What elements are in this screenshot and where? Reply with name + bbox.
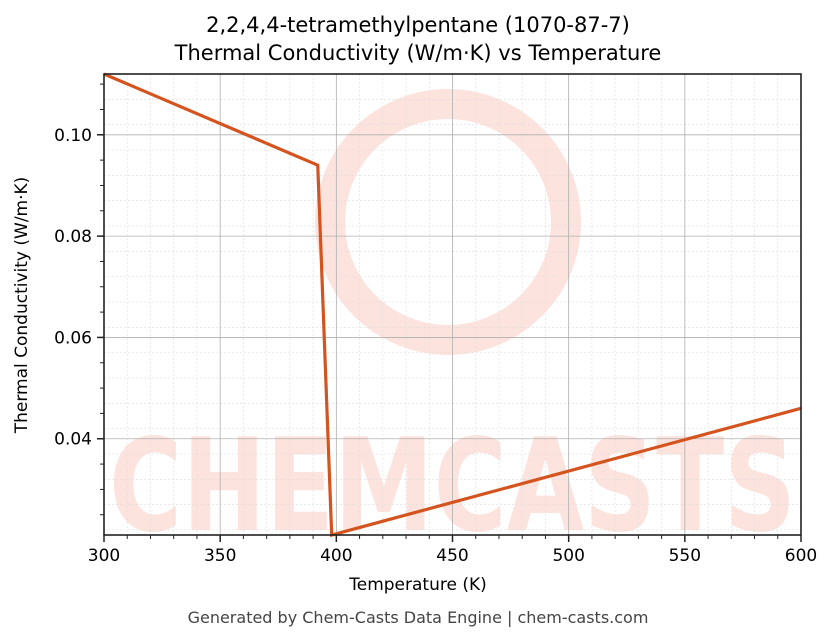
x-tick-label: 550 — [669, 546, 701, 566]
y-tick-label: 0.10 — [54, 126, 92, 146]
watermark-logo-icon — [315, 89, 581, 355]
plot-frame — [103, 73, 802, 536]
y-tick-label: 0.08 — [54, 227, 92, 247]
x-tick-label: 300 — [88, 546, 120, 566]
chart-title-line1: 2,2,4,4-tetramethylpentane (1070-87-7) — [206, 13, 630, 37]
data-line — [103, 72, 802, 538]
x-axis-label: Temperature (K) — [349, 575, 487, 595]
y-axis-label: Thermal Conductivity (W/m·K) — [12, 176, 32, 434]
x-tick-label: 350 — [204, 546, 236, 566]
x-tick-label: 500 — [552, 546, 584, 566]
chart-title-line2: Thermal Conductivity (W/m·K) vs Temperat… — [174, 41, 662, 65]
y-tick-label: 0.06 — [54, 328, 92, 348]
x-tick-label: 400 — [320, 546, 352, 566]
footer-credit: Generated by Chem-Casts Data Engine | ch… — [187, 608, 649, 627]
x-tick-label: 600 — [785, 546, 817, 566]
y-tick-label: 0.04 — [54, 430, 92, 450]
x-tick-label: 450 — [436, 546, 468, 566]
